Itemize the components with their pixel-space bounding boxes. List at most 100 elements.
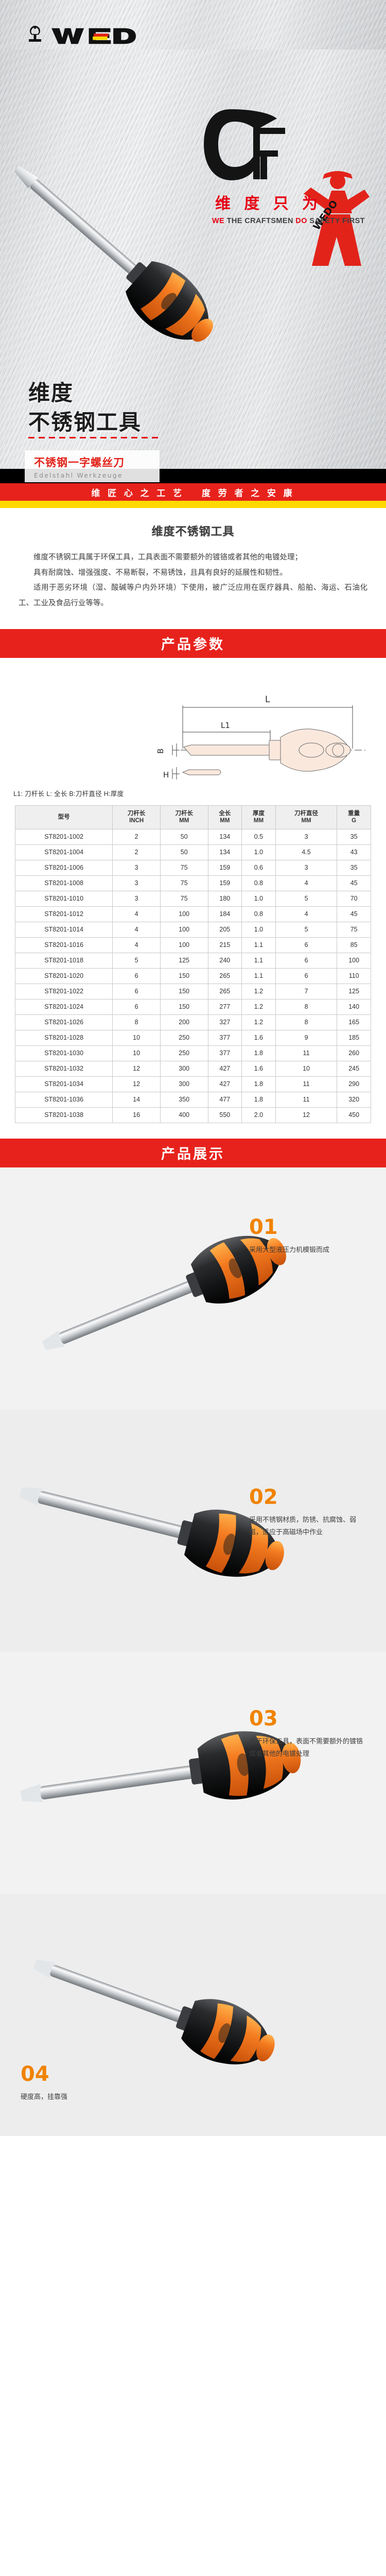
brand-logo[interactable] <box>24 24 139 47</box>
cell-value: 43 <box>337 844 371 860</box>
table-row: ST8201-1022 6 150 265 1.2 7 125 <box>14 983 371 999</box>
cell-value: 11 <box>275 1076 338 1092</box>
showcase-callout: 04 硬度高，挂靠强 <box>21 2064 140 2103</box>
wedo-logo-icon <box>24 24 46 47</box>
cell-value: 110 <box>337 968 371 984</box>
cell-value: 1.8 <box>241 1076 276 1092</box>
cell-value: 100 <box>160 921 208 938</box>
table-row: ST8201-1028 10 250 377 1.6 9 185 <box>14 1029 371 1046</box>
cell-value: 85 <box>337 937 371 953</box>
cell-value: 290 <box>337 1076 371 1092</box>
callout-text: 采用不锈钢材质，防锈、抗腐蚀、弱磁，适应于高磁场中作业 <box>249 1515 357 1536</box>
cell-value: 320 <box>337 1091 371 1108</box>
wedo-wordmark-icon <box>50 25 139 46</box>
cell-value: 6 <box>275 952 338 969</box>
cell-value: 11 <box>275 1091 338 1108</box>
cell-model: ST8201-1018 <box>14 952 113 969</box>
cell-value: 159 <box>207 859 242 876</box>
cell-value: 6 <box>275 937 338 953</box>
cell-value: 75 <box>160 859 208 876</box>
table-row: ST8201-1030 10 250 377 1.8 11 260 <box>14 1045 371 1061</box>
cell-value: 150 <box>160 983 208 999</box>
cell-value: 400 <box>160 1107 208 1123</box>
cell-value: 3 <box>112 859 161 876</box>
slogan-do: DO <box>295 217 307 225</box>
banner-right-text: 度 劳 者 之 安 康 <box>202 488 295 498</box>
table-row: ST8201-1026 8 200 327 1.2 8 165 <box>14 1014 371 1030</box>
callout-text: 属于环保工具，表面不需要额外的镀铬或者其他的电镀处理 <box>249 1737 363 1757</box>
cell-value: 550 <box>207 1107 242 1123</box>
cell-value: 0.6 <box>241 859 276 876</box>
col-weight: 重量 G <box>337 805 371 829</box>
cell-value: 200 <box>160 1014 208 1030</box>
cell-value: 1.6 <box>241 1029 276 1046</box>
showcase-item: 02 采用不锈钢材质，防锈、抗腐蚀、弱磁，适应于高磁场中作业 <box>0 1409 386 1652</box>
cell-model: ST8201-1034 <box>14 1076 113 1092</box>
showcase-item: 04 硬度高，挂靠强 <box>0 1893 386 2136</box>
cell-value: 185 <box>337 1029 371 1046</box>
slogan-banner: 维 匠 心 之 工 艺 度 劳 者 之 安 康 <box>0 483 386 501</box>
table-row: ST8201-1012 4 100 184 0.8 4 45 <box>14 906 371 922</box>
cell-value: 12 <box>112 1060 161 1077</box>
product-detail-page: WEDO 维 度 只 为 WE THE CRAFTSMEN DO SAFETY … <box>0 0 386 2136</box>
showcase-item: 03 属于环保工具，表面不需要额外的镀铬或者其他的电镀处理 <box>0 1651 386 1894</box>
cell-value: 4 <box>112 937 161 953</box>
cell-model: ST8201-1014 <box>14 921 113 938</box>
cell-value: 250 <box>160 1045 208 1061</box>
specification-table: 型号 刀杆长 INCH 刀杆长 MM 全长 MM 厚度 MM 刀杆直径 MM 重量 G ST… <box>14 805 371 1123</box>
cell-model: ST8201-1028 <box>14 1029 113 1046</box>
cell-value: 35 <box>337 828 371 845</box>
hero-slogan-en: WE THE CRAFTSMEN DO SAFETY FIRST <box>212 217 365 225</box>
showcase-callout: 03 属于环保工具，表面不需要额外的镀铬或者其他的电镀处理 <box>249 1708 369 1760</box>
showcase-screwdriver-image <box>0 1420 355 1644</box>
cell-value: 350 <box>160 1091 208 1108</box>
cell-value: 2.0 <box>241 1107 276 1123</box>
cell-value: 6 <box>112 983 161 999</box>
cell-value: 75 <box>160 890 208 907</box>
banner-left-text: 维 匠 心 之 工 艺 <box>91 488 184 498</box>
cell-value: 8 <box>275 1014 338 1030</box>
cell-value: 184 <box>207 906 242 922</box>
cell-value: 240 <box>207 952 242 969</box>
table-row: ST8201-1004 2 50 134 1.0 4.5 43 <box>14 844 371 860</box>
table-row: ST8201-1024 6 150 277 1.2 8 140 <box>14 998 371 1015</box>
cell-value: 12 <box>275 1107 338 1123</box>
cell-value: 8 <box>112 1014 161 1030</box>
slogan-tail: SAFETY FIRST <box>307 217 365 225</box>
cell-value: 5 <box>275 890 338 907</box>
cell-value: 1.1 <box>241 952 276 969</box>
cell-value: 1.2 <box>241 1014 276 1030</box>
cell-value: 45 <box>337 906 371 922</box>
cell-value: 1.2 <box>241 983 276 999</box>
cell-model: ST8201-1038 <box>14 1107 113 1123</box>
cell-value: 477 <box>207 1091 242 1108</box>
cell-value: 16 <box>112 1107 161 1123</box>
cell-value: 250 <box>160 1029 208 1046</box>
dim-label-B: B <box>156 749 165 754</box>
cell-value: 134 <box>207 844 242 860</box>
hero-title-line2: 不锈钢工具 <box>28 410 142 434</box>
product-name-de: Edelstahl Werkzeuge <box>34 471 123 479</box>
cell-value: 6 <box>112 968 161 984</box>
cell-value: 125 <box>337 983 371 999</box>
cell-value: 205 <box>207 921 242 938</box>
cell-model: ST8201-1006 <box>14 859 113 876</box>
dim-label-L: L <box>265 694 270 705</box>
cell-value: 5 <box>275 921 338 938</box>
cell-model: ST8201-1016 <box>14 937 113 953</box>
cell-value: 1.1 <box>241 937 276 953</box>
cell-model: ST8201-1032 <box>14 1060 113 1077</box>
cell-value: 6 <box>112 998 161 1015</box>
showcase-screwdriver-image <box>5 1662 365 1886</box>
cell-model: ST8201-1030 <box>14 1045 113 1061</box>
cell-value: 11 <box>275 1045 338 1061</box>
cell-value: 2 <box>112 828 161 845</box>
cell-value: 300 <box>160 1076 208 1092</box>
red-worker-figure-icon: WEDO <box>288 171 376 272</box>
cell-value: 4.5 <box>275 844 338 860</box>
table-row: ST8201-1010 3 75 180 1.0 5 70 <box>14 890 371 907</box>
cell-value: 3 <box>112 875 161 891</box>
cell-model: ST8201-1010 <box>14 890 113 907</box>
callout-number: 03 <box>249 1706 278 1731</box>
cell-value: 50 <box>160 828 208 845</box>
